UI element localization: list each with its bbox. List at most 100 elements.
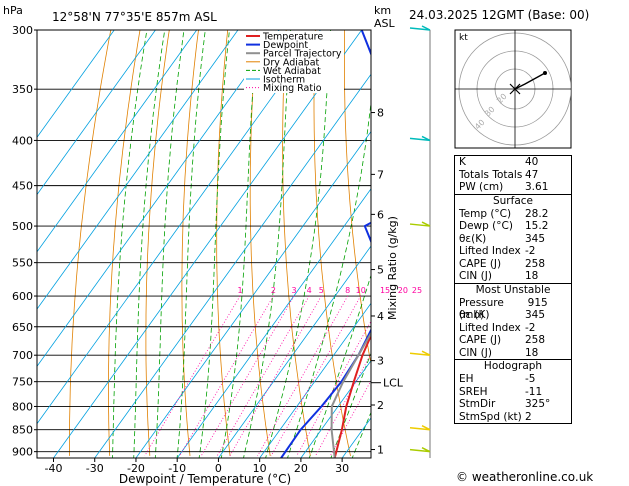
mixing-ratio-line: [144, 295, 241, 457]
dewpoint-profile: [280, 30, 371, 458]
legend-entry: Mixing Ratio: [263, 83, 322, 94]
height-unit-km: km: [374, 4, 391, 17]
isotherm-line: [259, 302, 371, 458]
wind-barb-icon: [409, 221, 431, 227]
temperature-profile: [333, 333, 371, 458]
isotherm-line: [37, 30, 321, 425]
unstable-row: CIN (J) 18: [455, 347, 571, 360]
index-row-value: 47: [525, 168, 539, 181]
isotherm-line: [218, 245, 371, 458]
surface-row-label: Temp (°C): [459, 207, 512, 220]
unstable-row: CAPE (J) 258: [455, 334, 571, 347]
mixing-ratio-label: 25: [412, 286, 422, 295]
surface-title: Surface: [492, 194, 533, 207]
unstable-row: Lifted Index -2: [455, 322, 571, 335]
temperature-tick-label: -20: [127, 462, 145, 475]
surface-row-value: -2: [525, 245, 536, 257]
hodograph-unit-label: kt: [459, 33, 468, 43]
mixing-ratio-line: [296, 320, 371, 457]
height-tick-label: 8: [377, 107, 384, 120]
hodograph-end-marker: [543, 71, 547, 75]
dry-adiabat-line: [108, 30, 141, 456]
surface-row-value: 28.2: [525, 207, 549, 220]
mixing-ratio-label: 10: [356, 286, 366, 295]
plot-frame: [36, 29, 372, 459]
unstable-row-value: 345: [525, 309, 546, 321]
isotherm-line: [37, 30, 280, 368]
storm-motion-icon: [509, 83, 521, 95]
parcel-trajectory-profile: [330, 331, 371, 458]
isotherm-line: [94, 73, 371, 458]
legend-background: [244, 31, 344, 93]
isotherm-line: [176, 188, 371, 458]
pressure-tick-label: 800: [12, 400, 33, 413]
hodograph-row-label: EH: [459, 373, 474, 385]
datetime-label: 24.03.2025 12GMT (Base: 00): [409, 8, 589, 22]
surface-row: Lifted Index -2: [455, 245, 571, 258]
unstable-row-label: CIN (J): [459, 346, 492, 359]
mixing-ratio-line: [315, 353, 371, 457]
wet-adiabat-line: [154, 30, 185, 458]
index-row-label: PW (cm): [459, 181, 504, 193]
most-unstable-box: Most Unstable Pressure (mb) 915 θε (K) 345 L…: [454, 283, 572, 360]
pressure-tick-label: 700: [12, 349, 33, 362]
wet-adiabat-line: [133, 30, 166, 458]
isotherm-line: [37, 30, 198, 253]
hodograph-row: StmDir 325°: [455, 398, 571, 411]
hodograph-row: StmSpd (kt) 2: [455, 411, 571, 424]
wet-adiabat-line: [243, 30, 291, 458]
legend-entry: Wet Adiabat: [263, 66, 321, 77]
height-tick-label: 6: [377, 208, 384, 221]
temperature-tick-label: 10: [253, 462, 267, 475]
lcl-label: LCL: [383, 377, 404, 390]
wet-adiabat-line: [198, 30, 230, 458]
dry-adiabat-line: [181, 30, 199, 456]
wet-adiabat-line: [265, 30, 331, 458]
mixing-ratio-line: [257, 295, 349, 457]
wet-adiabat-line: [351, 411, 371, 458]
unstable-row-label: Lifted Index: [459, 321, 521, 334]
wet-adiabat-line: [287, 99, 371, 458]
pressure-tick-label: 650: [12, 321, 33, 334]
pressure-tick-label: 900: [12, 446, 33, 459]
temperature-tick-label: 20: [294, 462, 308, 475]
unstable-row-label: CAPE (J): [459, 334, 502, 346]
wind-barb-icon: [409, 446, 431, 453]
legend-entry: Dry Adiabat: [263, 57, 320, 68]
mixing-ratio-label: 2: [271, 286, 276, 295]
wet-adiabat-line: [112, 30, 148, 458]
surface-row-value: 18: [525, 270, 539, 282]
surface-row-value: 345: [525, 232, 546, 245]
legend-entry: Isotherm: [263, 75, 305, 86]
pressure-unit-label: hPa: [3, 4, 23, 17]
mixing-ratio-label: 8: [345, 286, 350, 295]
surface-row-label: CAPE (J): [459, 257, 502, 270]
surface-row-label: θε(K): [459, 232, 487, 245]
index-row-value: 40: [525, 156, 539, 168]
legend-entry: Parcel Trajectory: [263, 49, 342, 60]
surface-row: Dewp (°C) 15.2: [455, 220, 571, 233]
hodograph-row-label: SREH: [459, 385, 488, 398]
mixing-ratio-line: [229, 295, 322, 457]
unstable-row-label: Pressure (mb): [459, 296, 504, 322]
dry-adiabat-line: [374, 30, 431, 456]
wet-adiabat-line: [308, 273, 371, 458]
temperature-tick-label: 0: [215, 462, 222, 475]
surface-row: CIN (J) 18: [455, 270, 571, 283]
hodograph-row-label: StmDir: [459, 398, 496, 410]
wind-barb-icon: [409, 25, 431, 31]
temperature-tick-label: -40: [45, 462, 63, 475]
most-unstable-title: Most Unstable: [475, 283, 551, 296]
mixing-ratio-label: 20: [398, 286, 408, 295]
surface-row-label: Dewp (°C): [459, 220, 513, 232]
mixing-ratio-axis-label: Mixing Ratio (g/kg): [386, 216, 399, 320]
index-row: K 40: [455, 156, 571, 169]
pressure-tick-label: 850: [12, 424, 33, 437]
unstable-row-value: 18: [525, 346, 539, 359]
surface-row-label: CIN (J): [459, 270, 492, 282]
index-row: PW (cm) 3.61: [455, 181, 571, 194]
index-row-label: Totals Totals: [459, 168, 523, 181]
mixing-ratio-line: [179, 295, 274, 457]
wind-barb-icon: [409, 350, 431, 356]
dry-adiabat-line: [145, 30, 170, 456]
